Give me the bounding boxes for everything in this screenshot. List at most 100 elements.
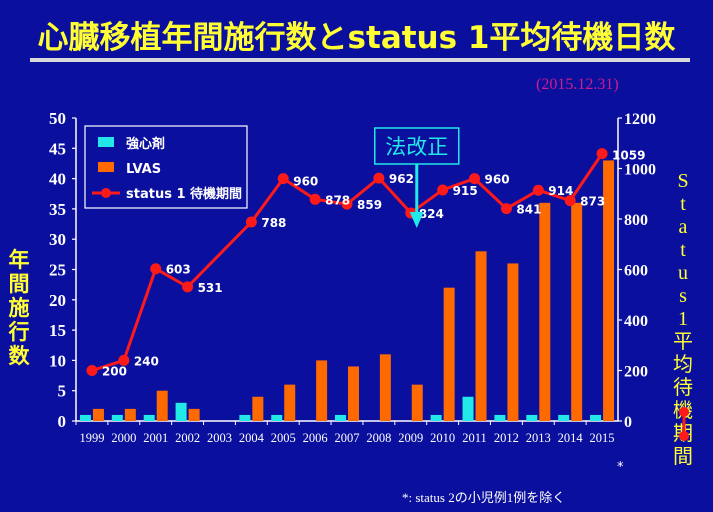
data-label: 240 — [134, 354, 159, 368]
bar-inotrope — [271, 414, 283, 421]
left-tick-label: 45 — [49, 139, 66, 158]
right-tick-label: 200 — [624, 364, 648, 381]
bar-lvas — [379, 354, 391, 421]
waiting-period-point — [532, 184, 544, 196]
bar-lvas — [188, 408, 200, 421]
bar-lvas — [443, 287, 455, 421]
waiting-period-point — [500, 203, 512, 215]
data-label: 1059 — [612, 149, 645, 163]
data-label: 859 — [357, 198, 382, 212]
data-label: 200 — [102, 365, 127, 379]
legend-label: LVAS — [126, 162, 161, 177]
left-axis-label: 年間施行数 — [8, 248, 30, 368]
x-tick-label: 2004 — [239, 431, 265, 445]
bar-inotrope — [335, 414, 346, 421]
data-label: 914 — [548, 184, 573, 198]
bar-inotrope — [143, 414, 155, 421]
x-tick-label: 2006 — [303, 431, 328, 445]
bar-lvas — [475, 251, 487, 421]
left-tick-label: 30 — [49, 230, 66, 249]
left-tick-label: 50 — [49, 109, 66, 128]
right-legend-marker — [679, 407, 689, 417]
waiting-period-point — [245, 216, 257, 228]
data-label: 960 — [485, 173, 510, 187]
left-tick-label: 15 — [49, 321, 66, 340]
left-tick-label: 0 — [58, 412, 67, 431]
data-label: 603 — [166, 263, 191, 277]
x-tick-label: 2015 — [590, 431, 615, 445]
title-underline — [30, 58, 690, 62]
waiting-period-point — [150, 263, 162, 275]
bar-lvas — [92, 408, 104, 421]
bar-lvas — [124, 408, 136, 421]
left-tick-label: 40 — [49, 170, 66, 189]
waiting-period-point — [437, 184, 449, 196]
legend-label: status 1 待機期間 — [126, 186, 242, 202]
bar-lvas — [507, 263, 519, 421]
right-tick-label: 600 — [624, 263, 648, 280]
annotation-label: 法改正 — [385, 135, 448, 159]
page-title: 心臓移植年間施行数とstatus 1平均待機日数 — [37, 20, 676, 56]
data-label: 960 — [293, 175, 318, 189]
waiting-period-point — [86, 365, 98, 376]
waiting-period-point — [564, 195, 576, 207]
legend-swatch — [98, 162, 114, 172]
waiting-period-line — [91, 152, 604, 372]
annotation-box — [374, 127, 460, 165]
bar-inotrope — [430, 414, 442, 421]
bar-lvas — [252, 396, 264, 421]
waiting-period-point — [309, 193, 321, 205]
right-tick-label: 400 — [624, 313, 648, 330]
waiting-period-point — [277, 173, 289, 185]
data-label: 878 — [325, 193, 350, 207]
data-label: 873 — [580, 195, 605, 209]
bar-inotrope — [494, 414, 506, 421]
x-tick-label: 2007 — [335, 431, 360, 445]
x-tick-label: 2008 — [366, 431, 391, 445]
bar-lvas — [539, 202, 551, 421]
waiting-period-point — [373, 172, 385, 184]
data-label: 788 — [261, 216, 286, 230]
x-tick-label: 2003 — [207, 431, 232, 445]
bar-inotrope — [590, 414, 602, 421]
x-tick-label: 2000 — [111, 431, 136, 445]
waiting-period-point — [596, 148, 608, 160]
waiting-period-point — [118, 354, 130, 366]
left-tick-label: 5 — [58, 382, 67, 401]
left-tick-label: 25 — [49, 261, 66, 280]
bar-lvas — [284, 384, 296, 421]
x-tick-label: 2001 — [143, 431, 168, 445]
right-legend-marker — [679, 431, 689, 441]
bar-inotrope — [111, 414, 123, 421]
left-tick-label: 10 — [49, 351, 66, 370]
x-tick-label: 2002 — [175, 431, 200, 445]
waiting-period-point — [341, 198, 353, 210]
data-label: 531 — [198, 281, 223, 295]
annotation-arrow-head — [409, 212, 424, 228]
x-tick-label: 2009 — [398, 431, 423, 445]
waiting-period-point — [182, 281, 194, 293]
right-tick-label: 1000 — [624, 162, 656, 179]
asterisk-mark: * — [617, 460, 624, 475]
data-label: 824 — [419, 207, 444, 221]
waiting-period-point — [469, 173, 481, 185]
x-tick-label: 2011 — [462, 431, 487, 445]
bar-lvas — [603, 160, 615, 422]
bar-inotrope — [462, 396, 474, 421]
bar-lvas — [571, 202, 583, 421]
x-tick-label: 2014 — [558, 431, 584, 445]
legend-label: 強心剤 — [126, 136, 165, 152]
bar-inotrope — [239, 414, 251, 421]
bar-lvas — [156, 390, 168, 421]
legend-swatch — [98, 137, 114, 147]
x-tick-label: 2005 — [271, 431, 296, 445]
x-tick-label: 1999 — [79, 431, 104, 445]
bar-lvas — [411, 384, 423, 421]
date-label: (2015.12.31) — [536, 76, 619, 93]
bar-lvas — [316, 360, 328, 421]
bar-inotrope — [558, 414, 570, 421]
bar-inotrope — [79, 414, 91, 421]
data-label: 841 — [516, 203, 541, 217]
